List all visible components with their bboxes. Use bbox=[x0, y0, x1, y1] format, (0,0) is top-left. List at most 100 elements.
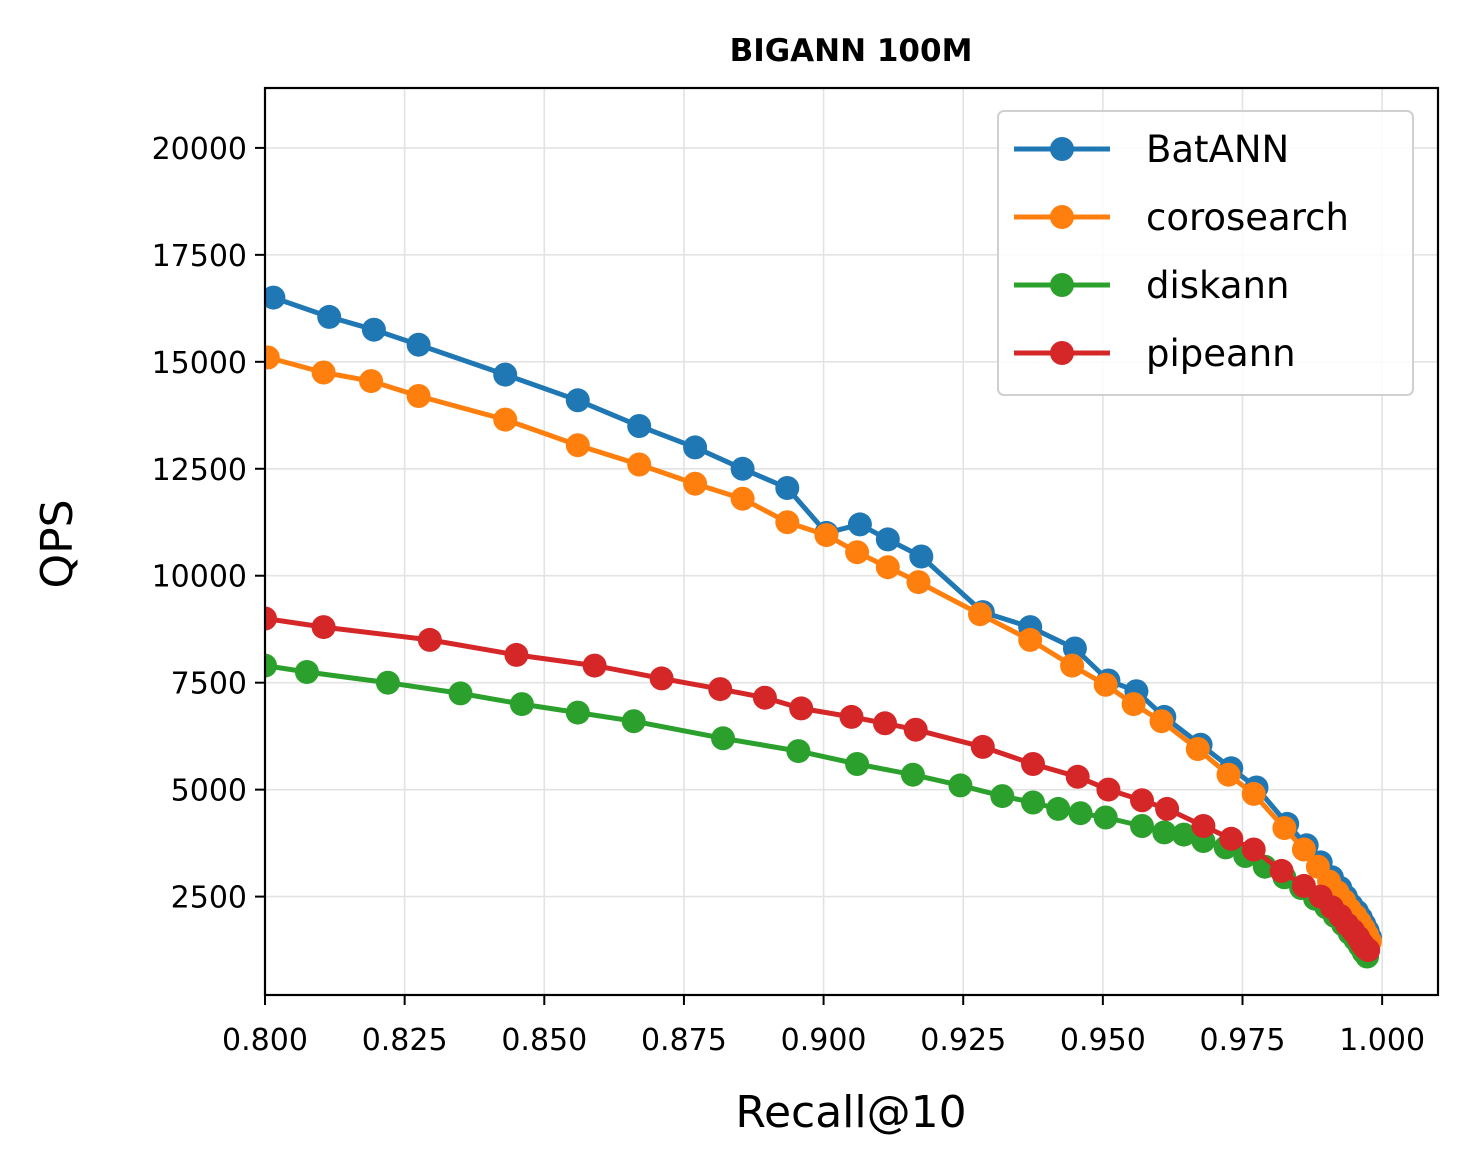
x-tick-label: 0.825 bbox=[362, 1023, 448, 1058]
data-point-corosearch bbox=[1216, 762, 1241, 787]
series-diskann bbox=[265, 653, 1380, 969]
y-tick-label: 15000 bbox=[152, 346, 247, 381]
data-point-diskann bbox=[1093, 805, 1118, 830]
data-point-pipeann bbox=[265, 606, 277, 631]
data-point-batann bbox=[265, 285, 286, 310]
data-point-pipeann bbox=[1241, 837, 1266, 862]
data-point-corosearch bbox=[906, 570, 931, 595]
x-tick-label: 0.875 bbox=[641, 1023, 727, 1058]
data-point-pipeann bbox=[1356, 938, 1381, 963]
data-point-pipeann bbox=[1155, 796, 1180, 821]
data-point-corosearch bbox=[683, 471, 708, 496]
data-point-batann bbox=[730, 456, 755, 481]
legend-label: BatANN bbox=[1146, 128, 1289, 171]
data-point-diskann bbox=[1152, 820, 1177, 845]
data-point-batann bbox=[875, 527, 900, 552]
data-point-pipeann bbox=[839, 704, 864, 729]
legend-swatch-marker bbox=[1050, 205, 1074, 229]
data-point-corosearch bbox=[814, 523, 839, 548]
data-point-diskann bbox=[1021, 790, 1045, 815]
data-point-pipeann bbox=[1269, 858, 1294, 883]
legend-label: diskann bbox=[1146, 264, 1289, 307]
data-point-pipeann bbox=[417, 627, 442, 652]
data-point-pipeann bbox=[504, 642, 529, 667]
data-point-diskann bbox=[448, 681, 473, 706]
data-point-diskann bbox=[845, 752, 870, 776]
data-point-corosearch bbox=[627, 452, 652, 477]
x-tick-label: 0.925 bbox=[920, 1023, 1006, 1058]
legend-entry-corosearch: corosearch bbox=[1014, 196, 1349, 239]
data-point-pipeann bbox=[970, 734, 995, 759]
legend-label: corosearch bbox=[1146, 196, 1349, 239]
data-point-corosearch bbox=[775, 510, 800, 535]
data-point-corosearch bbox=[1121, 692, 1146, 717]
legend-label: pipeann bbox=[1146, 332, 1296, 375]
data-point-corosearch bbox=[1060, 653, 1085, 678]
x-tick-label: 0.950 bbox=[1060, 1023, 1146, 1058]
data-point-pipeann bbox=[1065, 764, 1090, 789]
data-point-batann bbox=[775, 476, 800, 500]
y-tick-label: 5000 bbox=[171, 774, 247, 809]
y-axis-label: QPS bbox=[32, 499, 83, 588]
series-pipeann bbox=[265, 606, 1381, 963]
chart-title: BIGANN 100M bbox=[730, 33, 973, 69]
data-point-corosearch bbox=[1093, 672, 1118, 697]
x-tick-label: 1.000 bbox=[1339, 1023, 1425, 1058]
data-point-corosearch bbox=[845, 540, 870, 565]
data-point-diskann bbox=[900, 762, 925, 787]
data-point-diskann bbox=[948, 773, 973, 798]
data-point-diskann bbox=[621, 709, 646, 734]
x-tick-label: 0.800 bbox=[222, 1023, 308, 1058]
data-point-pipeann bbox=[311, 615, 336, 640]
data-point-diskann bbox=[265, 653, 277, 678]
x-tick-label: 0.900 bbox=[781, 1023, 867, 1058]
data-point-corosearch bbox=[730, 486, 755, 511]
data-point-corosearch bbox=[359, 369, 384, 394]
data-point-corosearch bbox=[1149, 709, 1174, 734]
data-point-diskann bbox=[294, 660, 319, 684]
x-tick-label: 0.850 bbox=[501, 1023, 587, 1058]
data-point-diskann bbox=[509, 692, 534, 717]
data-point-pipeann bbox=[873, 711, 897, 736]
data-point-pipeann bbox=[708, 677, 733, 702]
data-point-diskann bbox=[375, 670, 400, 695]
legend-box bbox=[997, 110, 1414, 396]
data-point-pipeann bbox=[1130, 788, 1154, 813]
plot-frame bbox=[263, 86, 1440, 997]
data-point-diskann bbox=[1046, 796, 1071, 821]
data-point-pipeann bbox=[1096, 777, 1121, 802]
data-point-corosearch bbox=[1291, 837, 1316, 862]
data-point-diskann bbox=[990, 784, 1015, 809]
data-point-corosearch bbox=[1018, 627, 1043, 652]
data-point-diskann bbox=[786, 739, 811, 764]
data-point-batann bbox=[361, 317, 386, 342]
data-point-corosearch bbox=[265, 345, 280, 370]
series-layer bbox=[265, 285, 1382, 969]
data-point-pipeann bbox=[1021, 752, 1045, 776]
data-point-pipeann bbox=[752, 685, 777, 710]
data-point-corosearch bbox=[875, 555, 900, 580]
data-point-diskann bbox=[565, 700, 590, 725]
legend-swatch-marker bbox=[1050, 273, 1074, 297]
data-point-diskann bbox=[711, 726, 735, 751]
data-point-diskann bbox=[1068, 801, 1093, 826]
y-tick-label: 10000 bbox=[152, 560, 247, 595]
data-point-corosearch bbox=[311, 360, 336, 385]
legend-swatch-marker bbox=[1050, 137, 1074, 161]
y-tick-label: 7500 bbox=[171, 667, 247, 702]
data-point-pipeann bbox=[649, 666, 674, 691]
y-tick-label: 17500 bbox=[152, 239, 247, 274]
data-point-batann bbox=[493, 362, 518, 387]
tick-layer: 0.800 0.825 0.850 0.875 0.900 0.925 0.950 0.975… bbox=[152, 132, 1426, 1058]
data-point-diskann bbox=[1130, 814, 1154, 838]
legend-entry-pipeann: pipeann bbox=[1014, 332, 1296, 375]
data-point-corosearch bbox=[565, 433, 590, 458]
data-point-corosearch bbox=[406, 384, 431, 408]
data-point-corosearch bbox=[1185, 737, 1210, 761]
y-tick-label: 12500 bbox=[152, 453, 247, 488]
data-point-corosearch bbox=[1272, 816, 1297, 841]
data-point-pipeann bbox=[1191, 814, 1216, 838]
data-point-pipeann bbox=[903, 717, 928, 742]
y-tick-label: 2500 bbox=[171, 881, 247, 916]
